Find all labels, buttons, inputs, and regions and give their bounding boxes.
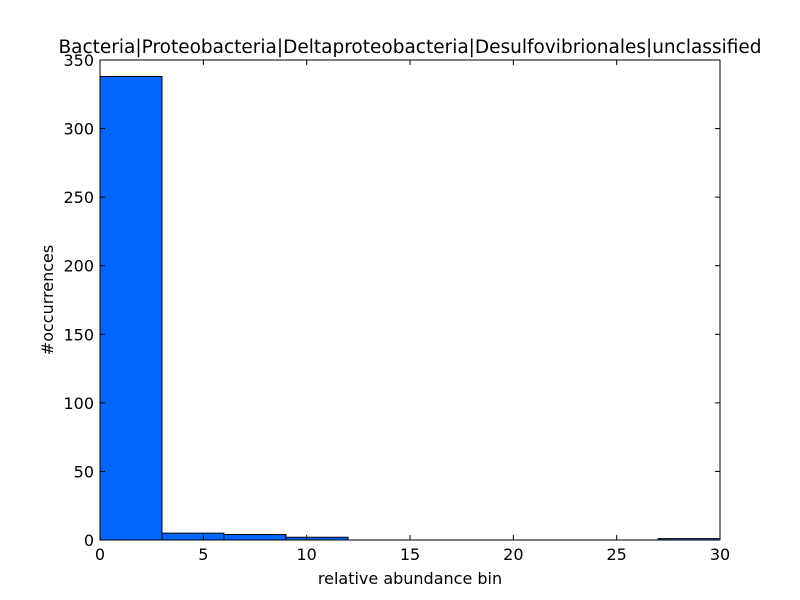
histogram-bar-1: [161, 532, 225, 541]
y-tick-label: 350: [63, 51, 94, 70]
x-tick-label: 25: [606, 545, 626, 564]
histogram-bars: [99, 75, 721, 541]
y-tick-label: 200: [63, 257, 94, 276]
y-tick-label: 250: [63, 188, 94, 207]
x-tick-label: 20: [503, 545, 523, 564]
y-axis-ticks: 0 50 100 150 200 250 300 350: [63, 51, 720, 550]
y-tick-label: 100: [63, 394, 94, 413]
x-axis-ticks: 0 5 10 15 20 25 30: [95, 60, 730, 564]
x-tick-label: 10: [296, 545, 316, 564]
y-tick-label: 150: [63, 325, 94, 344]
plot-frame: [99, 59, 721, 541]
y-tick-label: 0: [84, 531, 94, 550]
x-axis-label: relative abundance bin: [318, 569, 502, 588]
x-tick-label: 0: [95, 545, 105, 564]
x-tick-label: 30: [710, 545, 730, 564]
y-axis-label: #occurrences: [38, 245, 57, 355]
x-tick-label: 5: [198, 545, 208, 564]
chart-title: Bacteria|Proteobacteria|Deltaproteobacte…: [58, 37, 761, 58]
y-tick-label: 300: [63, 120, 94, 139]
histogram-bar-2: [223, 534, 287, 541]
x-tick-label: 15: [400, 545, 420, 564]
histogram-bar-0: [99, 75, 163, 541]
y-tick-label: 50: [74, 462, 94, 481]
